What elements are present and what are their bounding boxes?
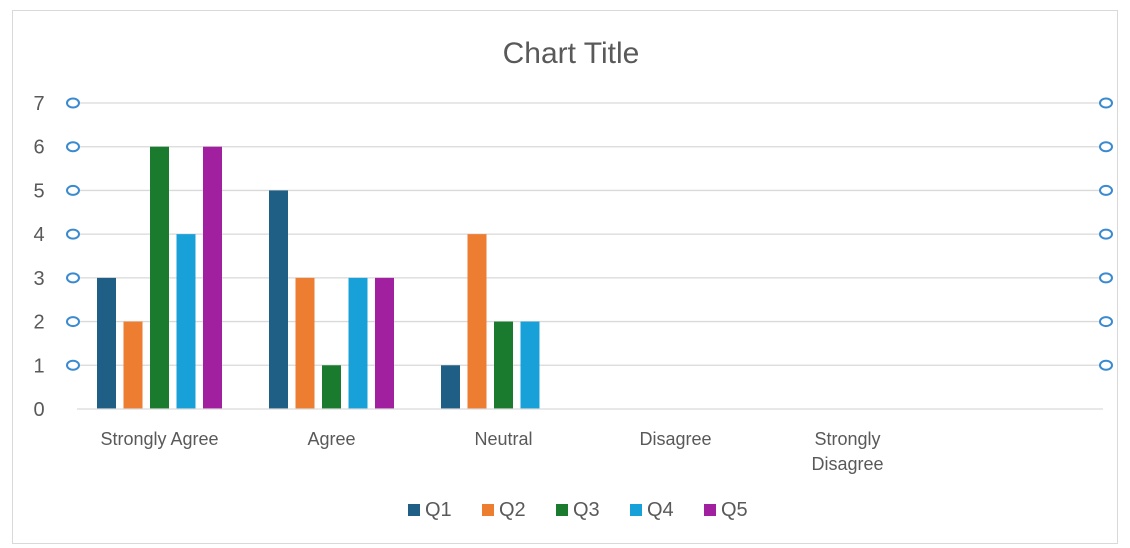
legend-label: Q4 <box>647 499 674 521</box>
bar-q5-strongly-agree[interactable] <box>203 146 222 409</box>
chart-canvas: Chart Title 0 1 2 3 4 5 6 7 Strongly Agree Agree… <box>33 37 1113 521</box>
y-tick-label: 5 <box>33 180 44 202</box>
bar-q2-neutral[interactable] <box>467 234 487 409</box>
legend-swatch <box>630 504 642 516</box>
selection-handle[interactable] <box>1099 141 1113 153</box>
legend-swatch <box>704 504 716 516</box>
bar-q4-strongly-agree[interactable] <box>176 234 196 409</box>
y-tick-label: 7 <box>33 93 44 115</box>
bar-q3-neutral[interactable] <box>494 321 513 409</box>
selection-handle[interactable] <box>1099 272 1113 284</box>
legend-label: Q5 <box>721 499 748 521</box>
selection-handle[interactable] <box>66 228 80 240</box>
legend-label: Q2 <box>499 499 526 521</box>
bar-q3-agree[interactable] <box>322 365 341 409</box>
bar-q2-strongly-agree[interactable] <box>123 321 143 409</box>
legend-item-q1[interactable]: Q1 <box>408 499 452 521</box>
y-tick-label: 6 <box>33 137 44 159</box>
x-category-label: Strongly Agree <box>100 429 218 449</box>
bar-q2-agree[interactable] <box>295 277 315 409</box>
chart-area[interactable]: Chart Title 0 1 2 3 4 5 6 7 Strongly Agree Agree… <box>12 10 1118 544</box>
chart-title[interactable]: Chart Title <box>503 37 640 70</box>
legend-swatch <box>482 504 494 516</box>
selection-handle[interactable] <box>1099 184 1113 196</box>
y-tick-label: 4 <box>33 224 44 246</box>
selection-handle[interactable] <box>66 184 80 196</box>
selection-handle[interactable] <box>66 272 80 284</box>
y-tick-label: 3 <box>33 268 44 290</box>
bars <box>97 146 540 409</box>
y-tick-label: 1 <box>33 355 44 377</box>
gridlines <box>77 102 1103 366</box>
bar-q1-agree[interactable] <box>269 190 288 409</box>
selection-handle[interactable] <box>1099 97 1113 109</box>
bar-q1-neutral[interactable] <box>441 365 460 409</box>
bar-q3-strongly-agree[interactable] <box>150 146 169 409</box>
selection-handle[interactable] <box>66 141 80 153</box>
legend-label: Q1 <box>425 499 452 521</box>
bar-q4-agree[interactable] <box>348 277 368 409</box>
selection-handle[interactable] <box>66 359 80 371</box>
y-axis-tick-labels: 0 1 2 3 4 5 6 7 <box>33 93 44 421</box>
bar-q5-agree[interactable] <box>375 277 394 409</box>
selection-handle[interactable] <box>66 316 80 328</box>
x-category-label: Agree <box>307 429 355 449</box>
legend-item-q5[interactable]: Q5 <box>704 499 748 521</box>
legend-swatch <box>556 504 568 516</box>
legend-item-q3[interactable]: Q3 <box>556 499 600 521</box>
x-category-label: Disagree <box>639 429 711 449</box>
x-category-label: Strongly Disagree <box>811 429 883 474</box>
legend-label: Q3 <box>573 499 600 521</box>
y-tick-label: 2 <box>33 312 44 334</box>
x-category-label: Neutral <box>474 429 532 449</box>
bar-q4-neutral[interactable] <box>520 321 540 409</box>
legend-swatch <box>408 504 420 516</box>
y-tick-label: 0 <box>33 399 44 421</box>
selection-handle[interactable] <box>1099 228 1113 240</box>
selection-handle[interactable] <box>1099 359 1113 371</box>
selection-handle[interactable] <box>1099 316 1113 328</box>
legend-item-q4[interactable]: Q4 <box>630 499 674 521</box>
selection-handles <box>66 97 1113 371</box>
x-axis-category-labels: Strongly Agree Agree Neutral Disagree Strong… <box>100 429 883 474</box>
bar-q1-strongly-agree[interactable] <box>97 277 116 409</box>
legend[interactable]: Q1 Q2 Q3 Q4 Q5 <box>408 499 748 521</box>
selection-handle[interactable] <box>66 97 80 109</box>
legend-item-q2[interactable]: Q2 <box>482 499 526 521</box>
